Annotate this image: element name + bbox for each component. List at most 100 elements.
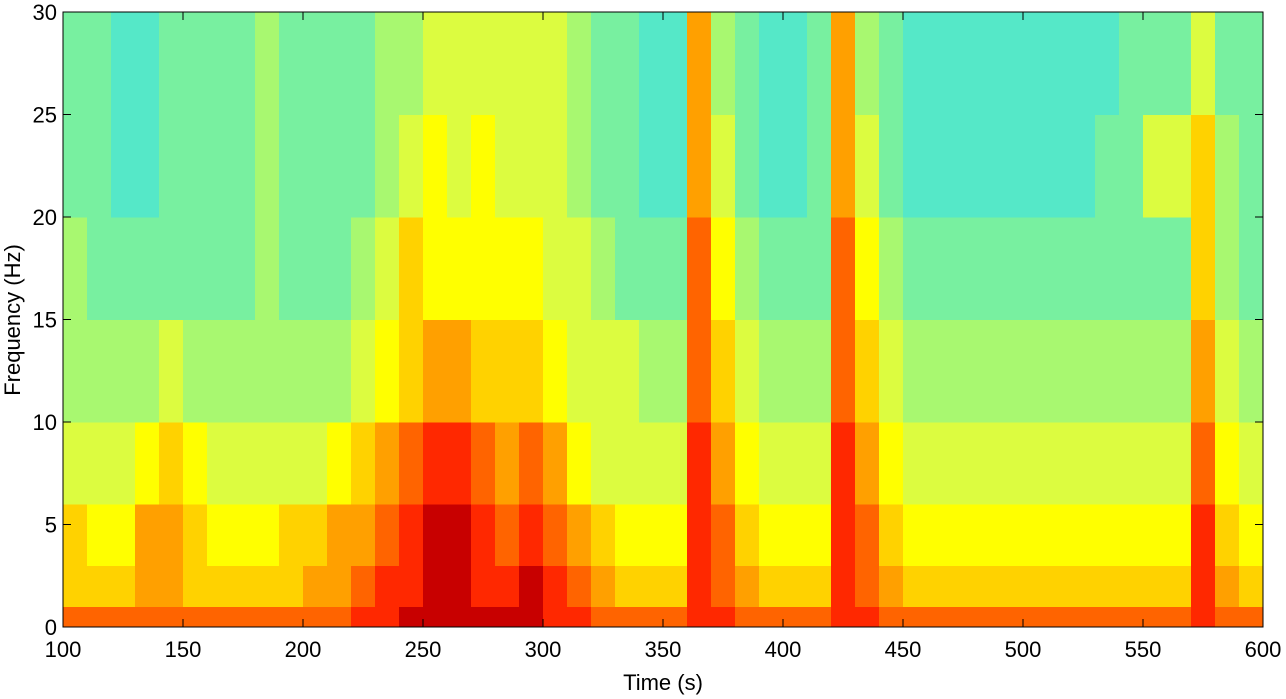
heatmap-cell xyxy=(327,422,352,505)
heatmap-cell xyxy=(447,217,472,320)
heatmap-cell xyxy=(303,422,328,505)
heatmap-cell xyxy=(111,606,136,628)
heatmap-cell xyxy=(327,114,352,218)
heatmap-cell xyxy=(87,319,112,423)
heatmap-cell xyxy=(663,422,688,505)
heatmap-cell xyxy=(543,319,568,423)
heatmap-cell xyxy=(615,319,640,423)
heatmap-cell xyxy=(711,606,736,628)
heatmap-cell xyxy=(855,606,880,628)
heatmap-cell xyxy=(927,606,952,628)
heatmap-cell xyxy=(1023,319,1048,423)
heatmap-cell xyxy=(255,114,280,218)
heatmap-cell xyxy=(1071,217,1096,320)
heatmap-cell xyxy=(1095,565,1120,607)
heatmap-cell xyxy=(399,12,424,115)
heatmap-cell xyxy=(1215,12,1240,115)
heatmap-cell xyxy=(663,504,688,566)
heatmap-cell xyxy=(759,422,784,505)
x-tick-label: 550 xyxy=(1125,637,1162,662)
heatmap-cell xyxy=(975,114,1000,218)
heatmap-cell xyxy=(1143,422,1168,505)
heatmap-cell xyxy=(1191,565,1216,607)
heatmap-cell xyxy=(303,504,328,566)
heatmap-cell xyxy=(711,217,736,320)
heatmap-cell xyxy=(807,565,832,607)
heatmap-cell xyxy=(279,422,304,505)
heatmap-cell xyxy=(399,114,424,218)
heatmap-cell xyxy=(399,504,424,566)
heatmap-cell xyxy=(831,114,856,218)
heatmap-cell xyxy=(471,319,496,423)
heatmap-cell xyxy=(567,319,592,423)
heatmap-cell xyxy=(807,114,832,218)
heatmap-cell xyxy=(1167,606,1192,628)
heatmap-cell xyxy=(855,504,880,566)
heatmap-cell xyxy=(447,504,472,566)
heatmap-cell xyxy=(1143,606,1168,628)
y-tick-label: 30 xyxy=(33,0,57,25)
heatmap-cell xyxy=(1095,504,1120,566)
heatmap-cell xyxy=(783,217,808,320)
heatmap-cell xyxy=(903,565,928,607)
heatmap-cell xyxy=(1023,12,1048,115)
heatmap-cell xyxy=(495,12,520,115)
heatmap-cell xyxy=(1095,12,1120,115)
heatmap-cell xyxy=(711,319,736,423)
heatmap-cell xyxy=(1047,606,1072,628)
heatmap-cell xyxy=(303,114,328,218)
heatmap-cell xyxy=(1047,504,1072,566)
heatmap-cell xyxy=(87,12,112,115)
heatmap-cell xyxy=(1239,12,1264,115)
heatmap-cell xyxy=(351,114,376,218)
heatmap-cell xyxy=(735,12,760,115)
heatmap-cell xyxy=(207,565,232,607)
heatmap-cell xyxy=(1239,565,1264,607)
heatmap-cell xyxy=(1119,12,1144,115)
heatmap-cell xyxy=(975,12,1000,115)
heatmap-cell xyxy=(375,504,400,566)
heatmap-cell xyxy=(183,606,208,628)
heatmap-cell xyxy=(639,319,664,423)
heatmap-cell xyxy=(327,12,352,115)
heatmap-cell xyxy=(183,422,208,505)
heatmap-cell xyxy=(303,12,328,115)
heatmap-cell xyxy=(63,319,88,423)
heatmap-cell xyxy=(1239,217,1264,320)
heatmap-cell xyxy=(1143,504,1168,566)
heatmap-cell xyxy=(135,606,160,628)
heatmap-cell xyxy=(1143,565,1168,607)
heatmap-cell xyxy=(1047,12,1072,115)
heatmap-cell xyxy=(255,12,280,115)
heatmap-cell xyxy=(1071,565,1096,607)
heatmap-cell xyxy=(735,504,760,566)
heatmap-cell xyxy=(447,114,472,218)
heatmap-cell xyxy=(495,217,520,320)
heatmap-cell xyxy=(1047,114,1072,218)
heatmap-cell xyxy=(1239,319,1264,423)
heatmap-cell xyxy=(1239,606,1264,628)
heatmap-cell xyxy=(759,217,784,320)
heatmap-cell xyxy=(495,565,520,607)
heatmap-cell xyxy=(1167,504,1192,566)
heatmap-cell xyxy=(735,319,760,423)
heatmap-cell xyxy=(183,12,208,115)
heatmap-cell xyxy=(1071,422,1096,505)
heatmap-cell xyxy=(567,12,592,115)
heatmap-cell xyxy=(423,114,448,218)
heatmap-cell xyxy=(687,422,712,505)
heatmap-cell xyxy=(711,12,736,115)
heatmap-cell xyxy=(159,217,184,320)
x-tick-label: 200 xyxy=(285,637,322,662)
heatmap-cell xyxy=(855,217,880,320)
heatmap-cell xyxy=(1239,504,1264,566)
heatmap-cell xyxy=(183,217,208,320)
heatmap-cell xyxy=(63,504,88,566)
heatmap-cell xyxy=(879,217,904,320)
heatmap-cell xyxy=(231,606,256,628)
heatmap-cell xyxy=(1119,114,1144,218)
heatmap-cell xyxy=(783,114,808,218)
heatmap-cell xyxy=(63,217,88,320)
heatmap-cell xyxy=(1095,217,1120,320)
